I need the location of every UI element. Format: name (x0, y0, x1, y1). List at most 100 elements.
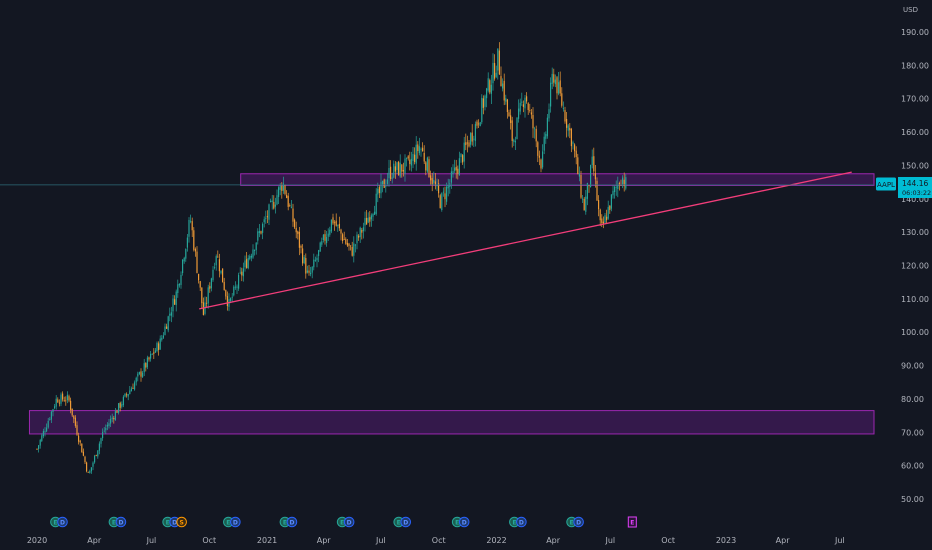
candle-body (335, 220, 337, 226)
dividend-icon[interactable] (286, 516, 298, 528)
candle-body (273, 201, 275, 209)
candle-body (242, 268, 244, 277)
dividend-icon[interactable] (458, 516, 470, 528)
dividend-icon-glyph: D (172, 519, 177, 526)
candle-body (348, 243, 350, 246)
candle-body (460, 153, 462, 157)
candle-body (503, 80, 505, 101)
candle-body (116, 411, 118, 413)
candle-body (580, 174, 582, 198)
candle-body (470, 133, 472, 145)
candle-body (508, 112, 510, 117)
candle-body (370, 215, 372, 220)
candle-body (462, 155, 464, 163)
candle-body (153, 352, 155, 354)
dividend-icon[interactable] (343, 516, 355, 528)
x-tick-label: Oct (661, 536, 675, 545)
split-icon-glyph: S (179, 519, 183, 526)
candle-body (76, 425, 78, 435)
candle-body (81, 443, 83, 453)
candle-body (399, 162, 401, 177)
candle-body (130, 388, 132, 392)
candle-body (546, 117, 548, 137)
dividend-icon[interactable] (57, 516, 68, 528)
candle-body (282, 183, 284, 191)
candle-body (260, 231, 262, 234)
candle-body (561, 93, 563, 106)
candle-body (193, 230, 195, 250)
candle-body (98, 443, 100, 451)
candle-body (175, 291, 177, 306)
candle-body (158, 343, 160, 350)
support-zone[interactable] (28, 410, 875, 435)
y-tick-label: 130.00 (901, 228, 929, 237)
earnings-icon-glyph: E (570, 519, 574, 526)
candle-body (79, 440, 81, 443)
candle-body (329, 229, 331, 235)
dividend-icon[interactable] (115, 516, 127, 528)
candle-body (105, 427, 107, 431)
candle-body (111, 417, 113, 420)
earnings-upcoming-icon[interactable] (627, 516, 637, 528)
candle-body (186, 237, 188, 248)
candle-body (350, 245, 352, 247)
split-icon[interactable] (176, 516, 187, 528)
candle-body (406, 157, 408, 159)
candle-body (316, 257, 318, 261)
candle-body (126, 394, 128, 396)
candle-body (417, 144, 419, 152)
y-axis[interactable]: USD 50.00 60.00 70.00 80.00 90.00 100.00 110.0… (901, 6, 929, 504)
candle-body (230, 298, 232, 301)
candle-body (463, 142, 465, 162)
candle-body (558, 82, 560, 94)
candle-body (415, 144, 417, 164)
candle-body (326, 236, 328, 243)
candle-body (274, 204, 276, 207)
candle-body (52, 409, 54, 412)
candle-body (108, 423, 110, 427)
candle-body (330, 219, 332, 232)
ascending-trendline[interactable] (199, 171, 852, 310)
dividend-icon[interactable] (230, 516, 241, 528)
candle-body (327, 233, 329, 237)
candle-body (454, 167, 456, 171)
x-tick-label: Apr (546, 536, 561, 545)
candle-body (398, 161, 400, 176)
trendline-layer (199, 171, 852, 310)
dividend-icon[interactable] (516, 516, 527, 528)
candle-body (577, 157, 579, 175)
candle-body (65, 400, 67, 402)
candle-body (47, 420, 49, 428)
candle-body (479, 122, 481, 127)
candle-body (199, 281, 201, 288)
candle-body (247, 257, 249, 269)
x-axis[interactable]: 2020 Apr Jul Oct 2021 Apr Jul Oct 2022 Apr Jul Oct 2… (27, 536, 845, 545)
candle-body (95, 454, 97, 456)
price-badges: AAPL 144.16 06:03:22 (876, 177, 932, 198)
candle-body (386, 179, 388, 184)
candle-body (137, 373, 139, 377)
candle-body (279, 184, 281, 190)
candle-body (412, 154, 414, 162)
candle-body (174, 299, 176, 305)
candle-body (526, 96, 528, 102)
candle-body (324, 234, 326, 241)
candle-body (206, 302, 208, 304)
candle-body (606, 216, 608, 221)
candle-body (500, 76, 502, 87)
candle-body (114, 411, 116, 421)
candle-body (513, 139, 515, 142)
last-price-label: 144.16 (902, 179, 928, 188)
y-tick-label: 100.00 (901, 328, 929, 337)
dividend-icon[interactable] (573, 516, 584, 528)
candle-body (210, 278, 212, 289)
resistance-zone[interactable] (240, 173, 875, 186)
earnings-icon-glyph: E (455, 519, 459, 526)
candle-body (625, 177, 627, 189)
candle-body (306, 270, 308, 273)
candle-body (439, 195, 441, 209)
dividend-icon[interactable] (400, 516, 412, 528)
candle-body (190, 220, 192, 222)
